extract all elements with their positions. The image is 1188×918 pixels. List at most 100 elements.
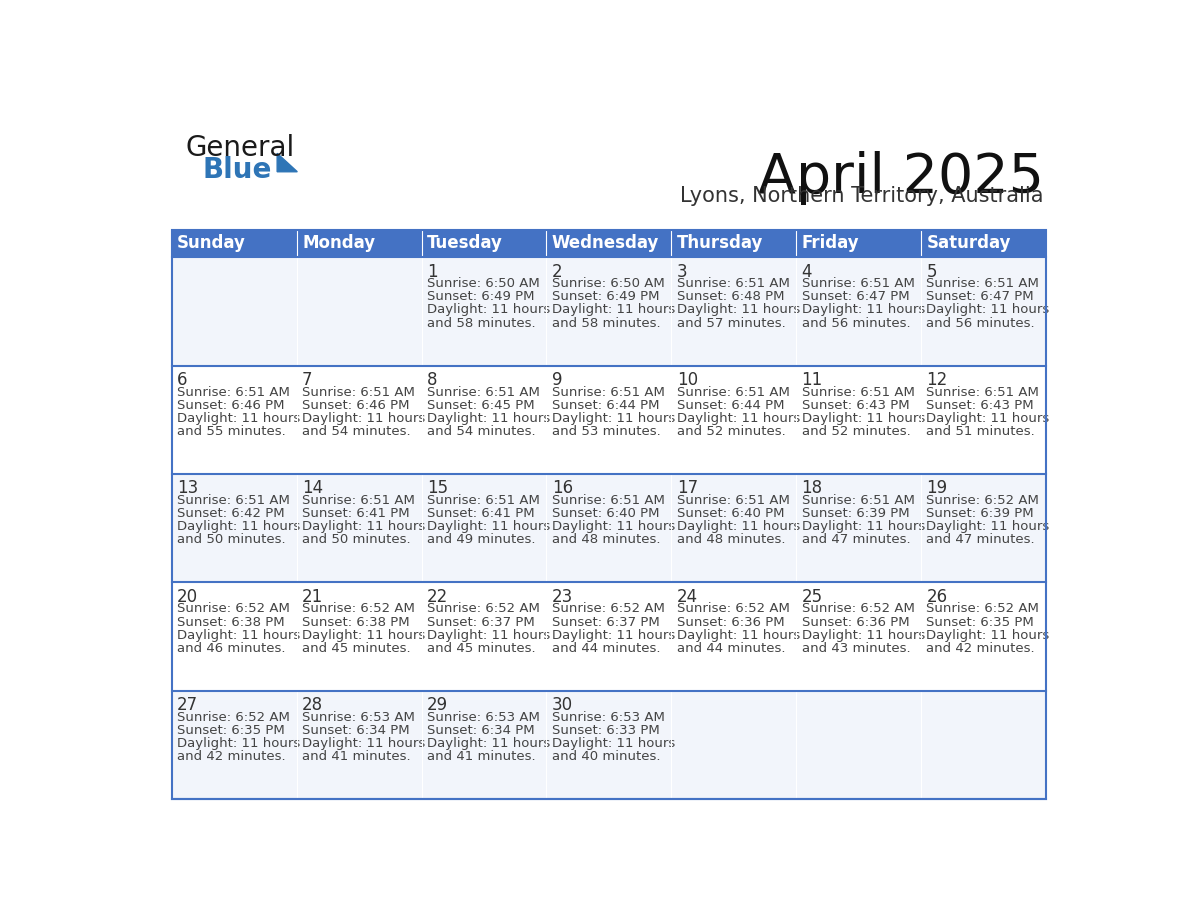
Text: Daylight: 11 hours: Daylight: 11 hours bbox=[552, 304, 675, 317]
Text: 12: 12 bbox=[927, 371, 948, 389]
Text: Daylight: 11 hours: Daylight: 11 hours bbox=[177, 629, 301, 642]
Text: Sunset: 6:46 PM: Sunset: 6:46 PM bbox=[302, 398, 410, 412]
Text: 8: 8 bbox=[426, 371, 437, 389]
Text: Sunrise: 6:51 AM: Sunrise: 6:51 AM bbox=[302, 386, 415, 398]
Bar bbox=[172, 257, 1045, 365]
Text: Sunrise: 6:52 AM: Sunrise: 6:52 AM bbox=[802, 602, 915, 615]
Text: Sunset: 6:34 PM: Sunset: 6:34 PM bbox=[426, 724, 535, 737]
Text: Sunrise: 6:51 AM: Sunrise: 6:51 AM bbox=[177, 386, 290, 398]
Text: Wednesday: Wednesday bbox=[552, 234, 659, 252]
Text: Daylight: 11 hours: Daylight: 11 hours bbox=[677, 304, 800, 317]
Text: Sunrise: 6:52 AM: Sunrise: 6:52 AM bbox=[552, 602, 665, 615]
Text: Daylight: 11 hours: Daylight: 11 hours bbox=[552, 629, 675, 642]
Text: 5: 5 bbox=[927, 263, 937, 281]
Text: and 47 minutes.: and 47 minutes. bbox=[802, 533, 910, 546]
Text: and 40 minutes.: and 40 minutes. bbox=[552, 750, 661, 763]
Text: General: General bbox=[185, 134, 295, 162]
Text: Sunset: 6:36 PM: Sunset: 6:36 PM bbox=[802, 616, 909, 629]
Text: Daylight: 11 hours: Daylight: 11 hours bbox=[302, 412, 425, 425]
Text: Daylight: 11 hours: Daylight: 11 hours bbox=[802, 304, 924, 317]
Text: 7: 7 bbox=[302, 371, 312, 389]
Text: and 58 minutes.: and 58 minutes. bbox=[552, 317, 661, 330]
Text: Friday: Friday bbox=[802, 234, 859, 252]
Text: Daylight: 11 hours: Daylight: 11 hours bbox=[177, 412, 301, 425]
Text: Sunrise: 6:53 AM: Sunrise: 6:53 AM bbox=[426, 711, 539, 724]
Text: Sunrise: 6:51 AM: Sunrise: 6:51 AM bbox=[802, 386, 915, 398]
Bar bbox=[297, 230, 422, 257]
Text: Sunset: 6:33 PM: Sunset: 6:33 PM bbox=[552, 724, 659, 737]
Text: Daylight: 11 hours: Daylight: 11 hours bbox=[552, 521, 675, 533]
Text: 18: 18 bbox=[802, 479, 823, 498]
Text: Sunset: 6:47 PM: Sunset: 6:47 PM bbox=[927, 290, 1034, 303]
Text: Daylight: 11 hours: Daylight: 11 hours bbox=[927, 412, 1050, 425]
Text: Sunset: 6:49 PM: Sunset: 6:49 PM bbox=[426, 290, 535, 303]
Text: Sunrise: 6:51 AM: Sunrise: 6:51 AM bbox=[677, 386, 790, 398]
Text: Daylight: 11 hours: Daylight: 11 hours bbox=[552, 412, 675, 425]
Text: and 42 minutes.: and 42 minutes. bbox=[927, 642, 1035, 655]
Text: Sunset: 6:48 PM: Sunset: 6:48 PM bbox=[677, 290, 784, 303]
Bar bbox=[172, 474, 1045, 583]
Text: Sunset: 6:46 PM: Sunset: 6:46 PM bbox=[177, 398, 285, 412]
Text: 14: 14 bbox=[302, 479, 323, 498]
Text: Daylight: 11 hours: Daylight: 11 hours bbox=[177, 737, 301, 750]
Text: and 44 minutes.: and 44 minutes. bbox=[552, 642, 661, 655]
Text: Thursday: Thursday bbox=[677, 234, 763, 252]
Text: and 58 minutes.: and 58 minutes. bbox=[426, 317, 536, 330]
Text: 20: 20 bbox=[177, 588, 198, 606]
Text: Daylight: 11 hours: Daylight: 11 hours bbox=[677, 629, 800, 642]
Text: and 57 minutes.: and 57 minutes. bbox=[677, 317, 785, 330]
Text: and 48 minutes.: and 48 minutes. bbox=[677, 533, 785, 546]
Text: Daylight: 11 hours: Daylight: 11 hours bbox=[927, 629, 1050, 642]
Text: 16: 16 bbox=[552, 479, 573, 498]
Text: 29: 29 bbox=[426, 696, 448, 714]
Text: and 45 minutes.: and 45 minutes. bbox=[426, 642, 536, 655]
Text: Sunset: 6:43 PM: Sunset: 6:43 PM bbox=[927, 398, 1034, 412]
Text: and 48 minutes.: and 48 minutes. bbox=[552, 533, 661, 546]
Text: Sunset: 6:49 PM: Sunset: 6:49 PM bbox=[552, 290, 659, 303]
Text: and 44 minutes.: and 44 minutes. bbox=[677, 642, 785, 655]
Text: and 52 minutes.: and 52 minutes. bbox=[677, 425, 785, 438]
Bar bbox=[796, 230, 921, 257]
Text: Sunrise: 6:53 AM: Sunrise: 6:53 AM bbox=[552, 711, 665, 724]
Text: 3: 3 bbox=[677, 263, 688, 281]
Text: Sunrise: 6:51 AM: Sunrise: 6:51 AM bbox=[426, 494, 539, 507]
Text: Sunrise: 6:52 AM: Sunrise: 6:52 AM bbox=[177, 602, 290, 615]
Text: Sunset: 6:45 PM: Sunset: 6:45 PM bbox=[426, 398, 535, 412]
Text: Sunrise: 6:51 AM: Sunrise: 6:51 AM bbox=[677, 277, 790, 290]
Text: 24: 24 bbox=[677, 588, 697, 606]
Text: 21: 21 bbox=[302, 588, 323, 606]
Text: Sunset: 6:40 PM: Sunset: 6:40 PM bbox=[552, 507, 659, 521]
Text: and 41 minutes.: and 41 minutes. bbox=[426, 750, 536, 763]
Bar bbox=[172, 583, 1045, 691]
Text: Daylight: 11 hours: Daylight: 11 hours bbox=[302, 521, 425, 533]
Text: Sunrise: 6:52 AM: Sunrise: 6:52 AM bbox=[426, 602, 539, 615]
Text: Sunset: 6:40 PM: Sunset: 6:40 PM bbox=[677, 507, 784, 521]
Text: and 47 minutes.: and 47 minutes. bbox=[927, 533, 1035, 546]
Text: Saturday: Saturday bbox=[927, 234, 1011, 252]
Text: Daylight: 11 hours: Daylight: 11 hours bbox=[426, 737, 550, 750]
Text: 11: 11 bbox=[802, 371, 823, 389]
Text: April 2025: April 2025 bbox=[758, 151, 1043, 205]
Text: Daylight: 11 hours: Daylight: 11 hours bbox=[302, 629, 425, 642]
Text: Sunrise: 6:51 AM: Sunrise: 6:51 AM bbox=[802, 277, 915, 290]
Text: Lyons, Northern Territory, Australia: Lyons, Northern Territory, Australia bbox=[680, 185, 1043, 206]
Text: Daylight: 11 hours: Daylight: 11 hours bbox=[802, 629, 924, 642]
Text: and 49 minutes.: and 49 minutes. bbox=[426, 533, 536, 546]
Text: 2: 2 bbox=[552, 263, 562, 281]
Text: Blue: Blue bbox=[203, 156, 272, 184]
Text: 10: 10 bbox=[677, 371, 697, 389]
Text: Sunrise: 6:52 AM: Sunrise: 6:52 AM bbox=[677, 602, 790, 615]
Text: and 56 minutes.: and 56 minutes. bbox=[927, 317, 1035, 330]
Text: Sunrise: 6:51 AM: Sunrise: 6:51 AM bbox=[302, 494, 415, 507]
Text: 1: 1 bbox=[426, 263, 437, 281]
Text: and 56 minutes.: and 56 minutes. bbox=[802, 317, 910, 330]
Bar bbox=[546, 230, 671, 257]
Text: Sunset: 6:41 PM: Sunset: 6:41 PM bbox=[302, 507, 410, 521]
Text: Daylight: 11 hours: Daylight: 11 hours bbox=[426, 521, 550, 533]
Text: 13: 13 bbox=[177, 479, 198, 498]
Text: Daylight: 11 hours: Daylight: 11 hours bbox=[677, 412, 800, 425]
Text: and 54 minutes.: and 54 minutes. bbox=[302, 425, 411, 438]
Text: 27: 27 bbox=[177, 696, 198, 714]
Text: Sunset: 6:47 PM: Sunset: 6:47 PM bbox=[802, 290, 909, 303]
Text: Sunrise: 6:51 AM: Sunrise: 6:51 AM bbox=[426, 386, 539, 398]
